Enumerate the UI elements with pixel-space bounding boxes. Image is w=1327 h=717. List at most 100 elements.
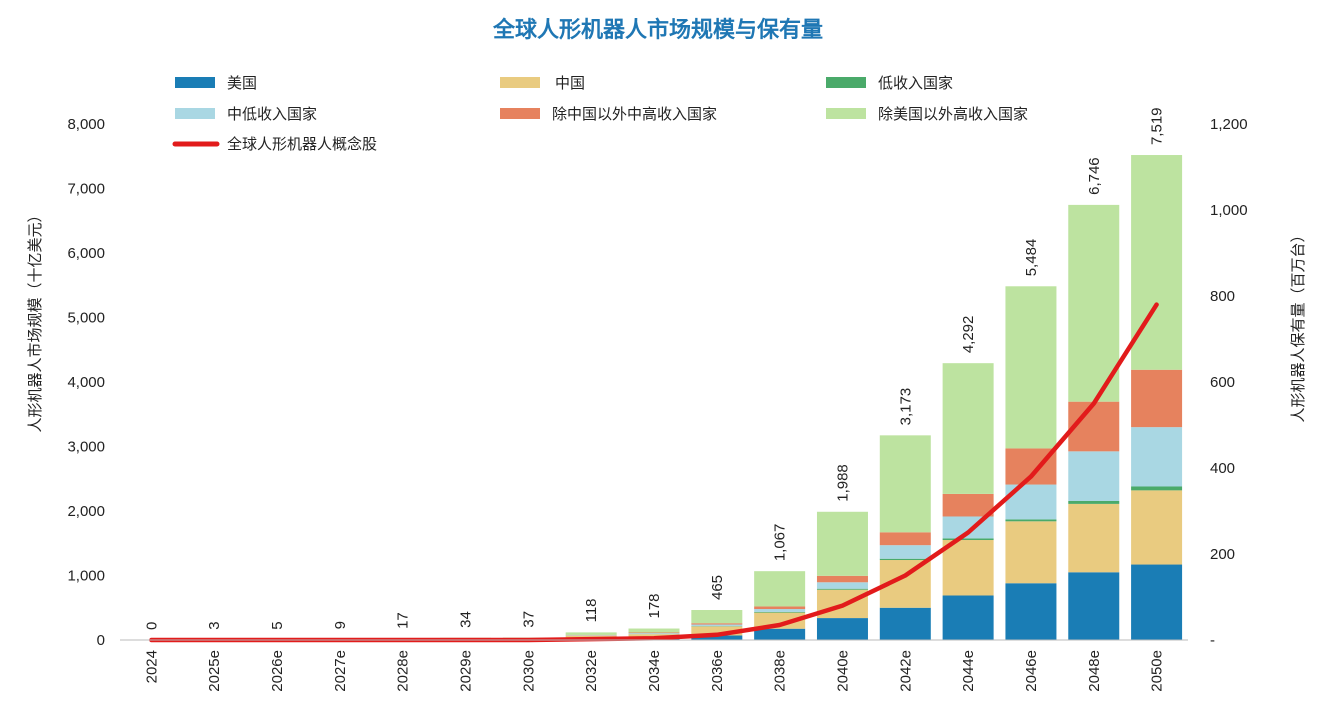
data-labels-layer: 0 3 5 9 17 34 37 118 178 465 1,067 1,988 3,173 4,292 5…	[143, 107, 1165, 630]
bar-segment	[1131, 486, 1183, 491]
x-tick-label: 2046e	[1023, 650, 1040, 692]
bar-segment	[816, 588, 868, 590]
y-tick-label: 3,000	[67, 439, 105, 456]
y-tick-label: 5,000	[67, 310, 105, 327]
x-tick-label: 2048e	[1086, 650, 1103, 692]
y2-tick-label: 400	[1210, 460, 1235, 477]
bar-segment	[628, 632, 680, 634]
legend-swatch	[826, 77, 866, 88]
bar-segment	[1131, 155, 1183, 370]
x-tick-label: 2025e	[206, 650, 223, 692]
x-tick-label: 2050e	[1149, 650, 1166, 692]
x-tick-label: 2030e	[520, 650, 537, 692]
x-tick-label: 2040e	[834, 650, 851, 692]
y2-tick-label: 1,200	[1210, 116, 1248, 133]
bar-segment	[816, 575, 868, 583]
bar-segment	[1068, 503, 1120, 573]
bar-segment	[942, 363, 994, 494]
x-tick-label: 2044e	[960, 650, 977, 692]
total-data-label: 1,988	[834, 464, 851, 502]
x-tick-label: 2027e	[332, 650, 349, 692]
bar-segment	[754, 612, 806, 629]
bar-segment	[754, 611, 806, 613]
bar-segment	[1131, 369, 1183, 428]
bar-segment	[565, 632, 617, 635]
total-data-label: 3	[206, 621, 223, 629]
total-data-label: 3,173	[897, 388, 914, 426]
bar-segment	[879, 607, 931, 640]
x-tick-label: 2026e	[269, 650, 286, 692]
bar-segment	[691, 610, 743, 624]
right-axis-title: 人形机器人保有量（百万台）	[1289, 227, 1307, 422]
bar-segment	[754, 571, 806, 607]
bar-segment	[879, 435, 931, 533]
bars-layer	[188, 155, 1183, 640]
total-data-label: 465	[709, 575, 726, 600]
x-tick-label: 2029e	[458, 650, 475, 692]
bar-segment	[628, 634, 680, 638]
bar-segment	[628, 628, 680, 633]
legend-swatch	[175, 77, 215, 88]
y2-tick-label: -	[1210, 632, 1215, 649]
bar-segment	[1068, 501, 1120, 504]
bar-segment	[565, 635, 617, 636]
x-tick-label: 2038e	[772, 650, 789, 692]
total-data-label: 0	[143, 622, 160, 630]
legend-swatch	[500, 77, 540, 88]
legend-swatch	[826, 108, 866, 119]
left-axis: 0 1,000 2,000 3,000 4,000 5,000 6,000 7,000 8,00…	[67, 116, 105, 649]
bar-segment	[816, 618, 868, 640]
legend-swatch	[500, 108, 540, 119]
total-data-label: 4,292	[960, 316, 977, 354]
bar-segment	[879, 545, 931, 559]
x-tick-label: 2028e	[395, 650, 412, 692]
legend-label: 低收入国家	[878, 74, 953, 92]
x-tick-label: 2034e	[646, 650, 663, 692]
bar-segment	[1131, 427, 1183, 487]
legend-label: 除中国以外中高收入国家	[552, 105, 717, 123]
y-tick-label: 8,000	[67, 116, 105, 133]
bar-segment	[942, 538, 994, 541]
bar-segment	[1131, 490, 1183, 565]
bar-segment	[1068, 451, 1120, 502]
bar-segment	[691, 624, 743, 627]
x-tick-label: 2036e	[709, 650, 726, 692]
bar-segment	[1005, 519, 1057, 522]
bar-segment	[1068, 204, 1120, 402]
total-data-label: 17	[395, 612, 412, 629]
y-tick-label: 7,000	[67, 181, 105, 198]
bar-segment	[942, 595, 994, 640]
bar-segment	[691, 626, 743, 636]
total-data-label: 5,484	[1023, 239, 1040, 277]
bar-segment	[1005, 521, 1057, 584]
bar-segment	[754, 628, 806, 640]
x-tick-label: 2042e	[897, 650, 914, 692]
bar-segment	[628, 633, 680, 635]
y2-tick-label: 1,000	[1210, 202, 1248, 219]
legend-label: 全球人形机器人概念股	[227, 135, 377, 153]
total-data-label: 9	[332, 621, 349, 629]
bar-segment	[942, 540, 994, 596]
bar-segment	[754, 609, 806, 612]
x-tick-label: 2024	[143, 650, 160, 683]
y-tick-label: 1,000	[67, 568, 105, 585]
legend-label: 中国	[555, 74, 585, 92]
y-tick-label: 6,000	[67, 245, 105, 262]
left-axis-title: 人形机器人市场规模（十亿美元）	[26, 207, 44, 432]
total-data-label: 118	[583, 598, 600, 622]
chart-title: 全球人形机器人市场规模与保有量	[492, 17, 823, 43]
right-axis: - 200 400 600 800 1,000 1,200	[1210, 116, 1248, 649]
total-data-label: 1,067	[772, 524, 789, 562]
y2-tick-label: 800	[1210, 288, 1235, 305]
bar-segment	[691, 623, 743, 625]
y-tick-label: 0	[97, 632, 105, 649]
total-data-label: 34	[458, 611, 475, 628]
total-data-label: 6,746	[1086, 157, 1103, 195]
y-tick-label: 2,000	[67, 503, 105, 520]
legend-swatch	[175, 108, 215, 119]
bar-segment	[1131, 564, 1183, 640]
bar-segment	[1005, 583, 1057, 640]
total-data-label: 7,519	[1149, 107, 1166, 145]
